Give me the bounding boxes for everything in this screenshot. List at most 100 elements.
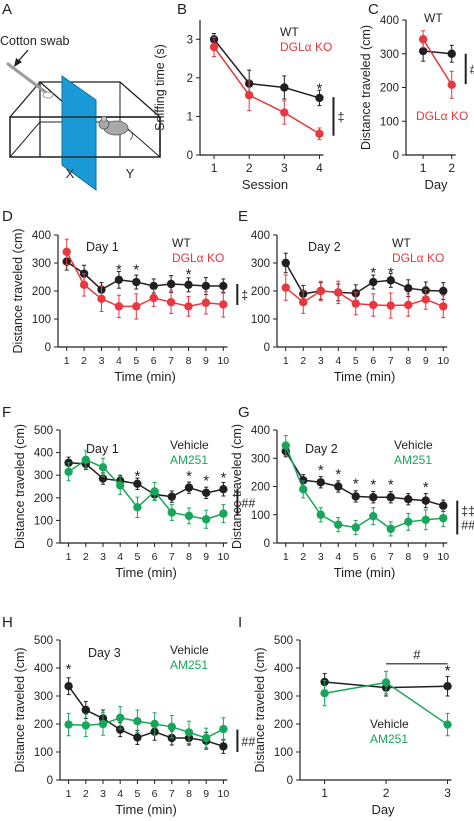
- y-tick-label: 300: [251, 258, 270, 270]
- x-tick-label: 5: [134, 551, 140, 563]
- series-1: [320, 670, 452, 737]
- legend-entry: DGLα KO: [416, 109, 468, 123]
- x-tick-label: 8: [186, 788, 192, 800]
- y-axis-label: Sniffing time (s): [153, 44, 167, 131]
- legend-entry: DGLα KO: [280, 40, 332, 54]
- x-tick-label: 10: [217, 355, 229, 367]
- box-edge: [9, 81, 41, 118]
- data-point: [443, 720, 452, 729]
- x-tick-label: 7: [388, 355, 394, 367]
- x-tick-label: 6: [152, 788, 158, 800]
- x-axis-label: Session: [242, 177, 288, 192]
- x-tick-label: 7: [168, 355, 174, 367]
- mouse-icon: [98, 116, 133, 141]
- data-point: [114, 302, 124, 311]
- series-0: [281, 445, 448, 512]
- y-tick-label: 0: [287, 775, 293, 787]
- y-tick-label: 200: [251, 482, 270, 494]
- data-point: [404, 300, 413, 310]
- legend-entry: Vehicle: [170, 438, 209, 452]
- x-tick-label: 3: [318, 355, 324, 367]
- data-point: [316, 510, 325, 519]
- comparison-mark: #: [413, 647, 421, 662]
- x-tick-label: 4: [117, 551, 123, 563]
- series-1: [418, 30, 456, 99]
- data-point: [116, 725, 125, 734]
- significance-star: *: [388, 477, 394, 494]
- x-tick-label: 3: [100, 551, 106, 563]
- x-tick-label: 7: [388, 551, 394, 563]
- data-point: [404, 284, 413, 293]
- y-axis-label: Distance traveled (cm): [359, 25, 373, 150]
- data-point: [386, 493, 395, 502]
- x-tick-label: 4: [316, 161, 323, 175]
- data-point: [184, 280, 193, 290]
- data-point: [219, 742, 228, 751]
- swab-arrowhead: [14, 58, 22, 67]
- panel-letter: I: [238, 614, 242, 631]
- data-point: [116, 481, 125, 490]
- group-bracket-mark: ##: [241, 735, 255, 749]
- y-tick-label: 200: [274, 719, 293, 731]
- x-tick-label: 8: [186, 355, 192, 367]
- data-point: [421, 496, 430, 505]
- x-tick-label: 9: [423, 551, 429, 563]
- data-point: [369, 511, 378, 521]
- x-tick-label: 6: [370, 355, 376, 367]
- y-tick-label: 200: [251, 286, 270, 298]
- data-point: [114, 275, 124, 284]
- data-point: [351, 299, 360, 308]
- data-point: [386, 301, 395, 310]
- y-tick-label: 300: [380, 49, 399, 61]
- data-point: [320, 689, 329, 698]
- data-point: [166, 298, 176, 307]
- x-tick-label: 3: [444, 786, 451, 800]
- data-point: [209, 42, 219, 52]
- data-point: [132, 302, 141, 311]
- x-tick-label: 5: [353, 355, 359, 367]
- panel-letter-a: A: [2, 1, 12, 18]
- swab-tip: [42, 91, 54, 99]
- data-point: [334, 288, 343, 297]
- data-point: [219, 281, 228, 291]
- y-tick-label: 400: [380, 15, 399, 27]
- panel-a: A Cotton swab X Y: [0, 1, 162, 191]
- data-point: [369, 493, 378, 502]
- data-point: [315, 93, 324, 103]
- legend-entry: DGLα KO: [172, 251, 224, 265]
- group-bracket-mark: ‡: [241, 289, 248, 303]
- x-tick-label: 9: [203, 551, 209, 563]
- significance-star: *: [66, 661, 72, 678]
- x-tick-label: 6: [370, 551, 376, 563]
- data-point: [167, 492, 176, 501]
- data-point: [166, 279, 176, 289]
- y-tick-label: 0: [47, 775, 53, 787]
- x-tick-label: 8: [405, 355, 411, 367]
- x-tick-label: 5: [134, 788, 140, 800]
- y-tick-label: 400: [34, 663, 53, 675]
- swab-stick: [6, 62, 50, 96]
- y-tick-label: 0: [47, 538, 53, 550]
- data-point: [98, 463, 108, 472]
- y-tick-label: 100: [251, 510, 270, 522]
- data-point: [299, 485, 308, 494]
- data-point: [386, 276, 395, 285]
- x-tick-label: 9: [203, 355, 209, 367]
- x-tick-label: 1: [211, 161, 218, 175]
- x-tick-label: 10: [218, 551, 230, 563]
- series-0: [418, 40, 456, 63]
- series-line: [422, 38, 453, 86]
- x-tick-label: 10: [437, 355, 449, 367]
- x-tick-label: 1: [64, 355, 70, 367]
- series-line: [285, 445, 444, 530]
- x-axis-label: Time (min): [115, 802, 177, 817]
- chart-title: Day 1: [86, 442, 119, 456]
- data-point: [447, 49, 456, 58]
- data-point: [351, 492, 360, 501]
- y-tick-label: 300: [34, 470, 53, 482]
- legend-entry: AM251: [370, 732, 408, 746]
- data-point: [219, 724, 228, 734]
- legend-entry: AM251: [170, 453, 208, 467]
- panel-letter: H: [2, 614, 13, 631]
